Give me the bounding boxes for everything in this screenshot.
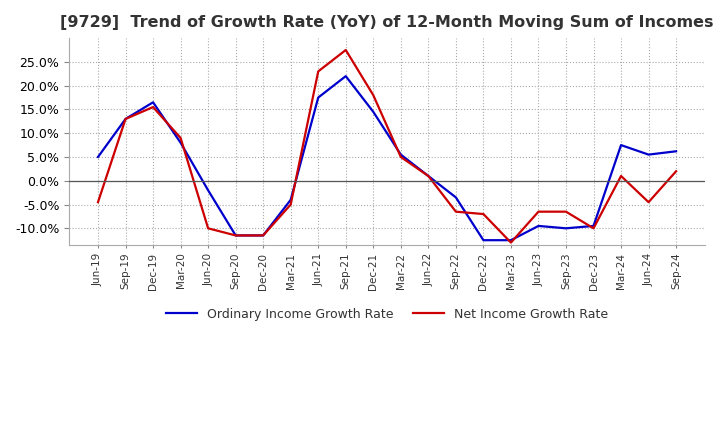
Legend: Ordinary Income Growth Rate, Net Income Growth Rate: Ordinary Income Growth Rate, Net Income … [161,303,613,326]
Ordinary Income Growth Rate [397,152,405,157]
Ordinary Income Growth Rate [231,233,240,238]
Ordinary Income Growth Rate [287,197,295,202]
Net Income Growth Rate [121,116,130,121]
Net Income Growth Rate [617,173,626,179]
Net Income Growth Rate [176,136,185,141]
Net Income Growth Rate [314,69,323,74]
Ordinary Income Growth Rate [507,238,516,243]
Net Income Growth Rate [672,169,680,174]
Net Income Growth Rate [204,226,212,231]
Net Income Growth Rate [589,226,598,231]
Ordinary Income Growth Rate [149,100,158,105]
Net Income Growth Rate [341,48,350,53]
Net Income Growth Rate [94,199,102,205]
Title: [9729]  Trend of Growth Rate (YoY) of 12-Month Moving Sum of Incomes: [9729] Trend of Growth Rate (YoY) of 12-… [60,15,714,30]
Ordinary Income Growth Rate [204,187,212,193]
Ordinary Income Growth Rate [589,223,598,228]
Ordinary Income Growth Rate [314,95,323,100]
Net Income Growth Rate [287,202,295,207]
Net Income Growth Rate [259,233,268,238]
Net Income Growth Rate [149,104,158,110]
Ordinary Income Growth Rate [451,195,460,200]
Ordinary Income Growth Rate [534,223,543,228]
Net Income Growth Rate [562,209,570,214]
Ordinary Income Growth Rate [369,109,377,114]
Ordinary Income Growth Rate [121,116,130,121]
Line: Net Income Growth Rate: Net Income Growth Rate [98,50,676,242]
Ordinary Income Growth Rate [341,73,350,79]
Line: Ordinary Income Growth Rate: Ordinary Income Growth Rate [98,76,676,240]
Ordinary Income Growth Rate [259,233,268,238]
Net Income Growth Rate [507,240,516,245]
Net Income Growth Rate [424,173,433,179]
Net Income Growth Rate [369,92,377,98]
Ordinary Income Growth Rate [94,154,102,160]
Net Income Growth Rate [451,209,460,214]
Ordinary Income Growth Rate [424,173,433,179]
Net Income Growth Rate [479,211,487,216]
Net Income Growth Rate [534,209,543,214]
Ordinary Income Growth Rate [562,226,570,231]
Net Income Growth Rate [397,154,405,160]
Net Income Growth Rate [644,199,653,205]
Ordinary Income Growth Rate [176,140,185,145]
Ordinary Income Growth Rate [617,143,626,148]
Ordinary Income Growth Rate [644,152,653,157]
Net Income Growth Rate [231,233,240,238]
Ordinary Income Growth Rate [672,149,680,154]
Ordinary Income Growth Rate [479,238,487,243]
